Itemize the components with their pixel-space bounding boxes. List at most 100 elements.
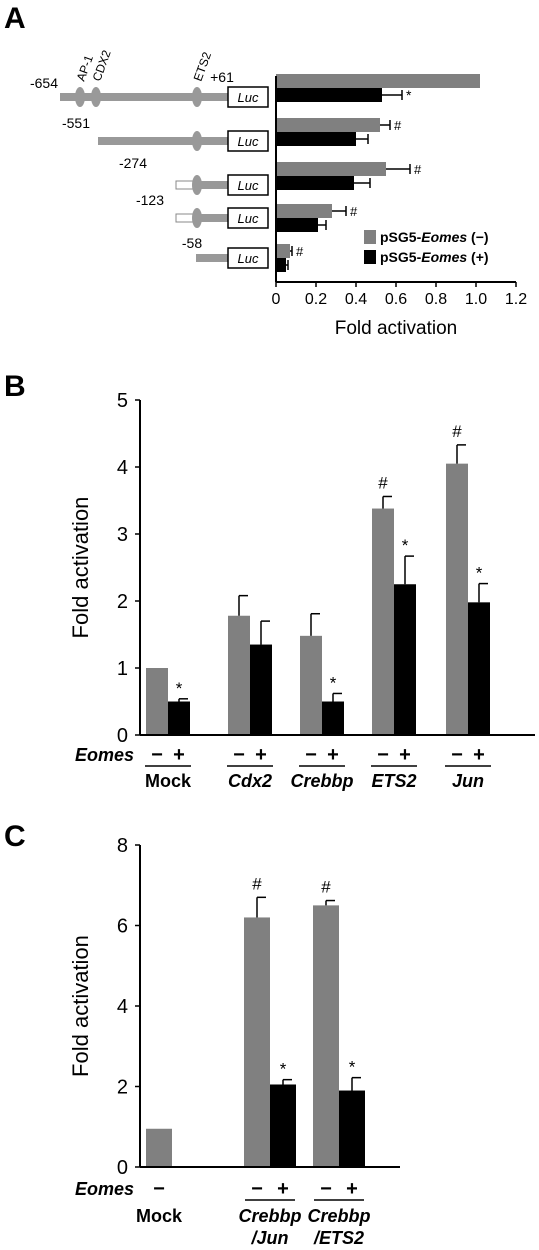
group-label: Crebbp (291, 771, 354, 791)
promoter-bar (60, 93, 228, 101)
legend-label: pSG5-Eomes (+) (380, 249, 489, 265)
x-tick-label: 0.8 (425, 291, 447, 308)
significance-mark: # (296, 244, 304, 259)
group-label-line2: /Jun (250, 1228, 288, 1248)
x-tick-label: 1.0 (465, 291, 487, 308)
luc-box (227, 130, 269, 152)
significance-mark: * (402, 536, 409, 555)
promoter-bar (196, 181, 228, 189)
significance-mark: # (350, 204, 358, 219)
luc-box (227, 174, 269, 196)
y-tick-label: 1 (117, 658, 128, 680)
bar-plus-2 (322, 701, 344, 735)
panel-letter-c: C (4, 820, 26, 853)
promoter-bar (196, 214, 228, 222)
bar-minus-1 (228, 615, 250, 735)
significance-mark: # (452, 422, 462, 441)
site-label: CDX2 (90, 48, 114, 83)
bar-plus-1 (276, 132, 356, 146)
y-tick-label: 3 (117, 524, 128, 546)
sign-minus: − (320, 1178, 332, 1200)
legend-label: pSG5-Eomes (−) (380, 229, 489, 245)
y-tick-label: 2 (117, 591, 128, 613)
legend-swatch (364, 250, 376, 264)
sign-plus: + (327, 744, 339, 766)
promoter-bar (196, 254, 228, 262)
bar-minus-3 (276, 204, 332, 218)
bar-minus-3 (372, 508, 394, 735)
construct-end-label: +61 (210, 69, 234, 85)
x-tick-label: 1.2 (505, 291, 527, 308)
y-tick-label: 0 (117, 1157, 128, 1179)
bar-minus-2 (300, 635, 322, 735)
sign-minus: − (151, 744, 163, 766)
luc-label: Luc (238, 251, 259, 266)
y-tick-label: 2 (117, 1077, 128, 1099)
group-label: Crebbp (239, 1206, 302, 1226)
bar-plus-2 (276, 176, 354, 190)
significance-mark: # (414, 162, 422, 177)
bar-minus-4 (446, 463, 468, 735)
bar-plus-2 (339, 1090, 365, 1167)
x-tick-label: 0.4 (345, 291, 367, 308)
bar-plus-4 (276, 258, 286, 272)
significance-mark: * (330, 673, 337, 692)
group-label-line2: /ETS2 (313, 1228, 364, 1248)
sign-minus: − (153, 1178, 165, 1200)
binding-site-ets2 (192, 131, 202, 151)
group-label: Mock (136, 1206, 183, 1226)
significance-mark: # (321, 878, 331, 897)
binding-site-ets2 (192, 208, 202, 228)
sign-minus: − (305, 744, 317, 766)
significance-mark: * (476, 564, 483, 583)
y-tick-label: 8 (117, 835, 128, 857)
significance-mark: * (406, 87, 412, 103)
bar-minus-0 (276, 74, 480, 88)
y-axis-title: Fold activation (68, 935, 93, 1077)
bar-plus-4 (468, 602, 490, 735)
x-tick-label: 0.2 (305, 291, 327, 308)
sign-minus: − (251, 1178, 263, 1200)
x-axis-title: Fold activation (335, 318, 458, 339)
legend-swatch (364, 230, 376, 244)
luc-box (227, 86, 269, 108)
group-label: Cdx2 (228, 771, 272, 791)
y-axis-title: Fold activation (68, 497, 93, 639)
condition-label: Eomes (75, 745, 134, 765)
sign-plus: + (173, 744, 185, 766)
binding-site-ets2 (192, 87, 202, 107)
luc-label: Luc (238, 90, 259, 105)
y-tick-label: 4 (117, 996, 128, 1018)
sign-plus: + (277, 1178, 289, 1200)
promoter-bar (98, 137, 228, 145)
bar-minus-1 (276, 118, 380, 132)
significance-mark: * (349, 1058, 356, 1077)
bar-minus-1 (244, 917, 270, 1167)
bar-minus-2 (313, 905, 339, 1167)
sign-minus: − (377, 744, 389, 766)
construct-position-label: -58 (182, 235, 202, 251)
significance-mark: # (252, 874, 262, 893)
binding-site-cdx2 (91, 87, 101, 107)
y-tick-label: 4 (117, 457, 128, 479)
promoter-deletion-chart: # # # # * 0 0.2 0.4 0.6 0.8 1.0 1.2 Fold activation p… (30, 48, 527, 339)
sign-minus: − (451, 744, 463, 766)
bar-minus-0 (146, 668, 168, 735)
bar-minus-4 (276, 244, 290, 258)
panel-letter-a: A (4, 2, 26, 35)
sign-plus: + (346, 1178, 358, 1200)
bar-plus-3 (276, 218, 318, 232)
bar-plus-1 (270, 1084, 296, 1167)
significance-mark: # (378, 473, 388, 492)
x-tick-label: 0.6 (385, 291, 407, 308)
sign-plus: + (473, 744, 485, 766)
luc-box (227, 247, 269, 269)
group-label: Crebbp (308, 1206, 371, 1226)
construct-position-label: -123 (136, 192, 164, 208)
bar-plus-0 (276, 88, 382, 102)
sign-plus: + (399, 744, 411, 766)
binding-site-ets2 (192, 175, 202, 195)
condition-label: Eomes (75, 1179, 134, 1199)
y-tick-label: 5 (117, 390, 128, 412)
